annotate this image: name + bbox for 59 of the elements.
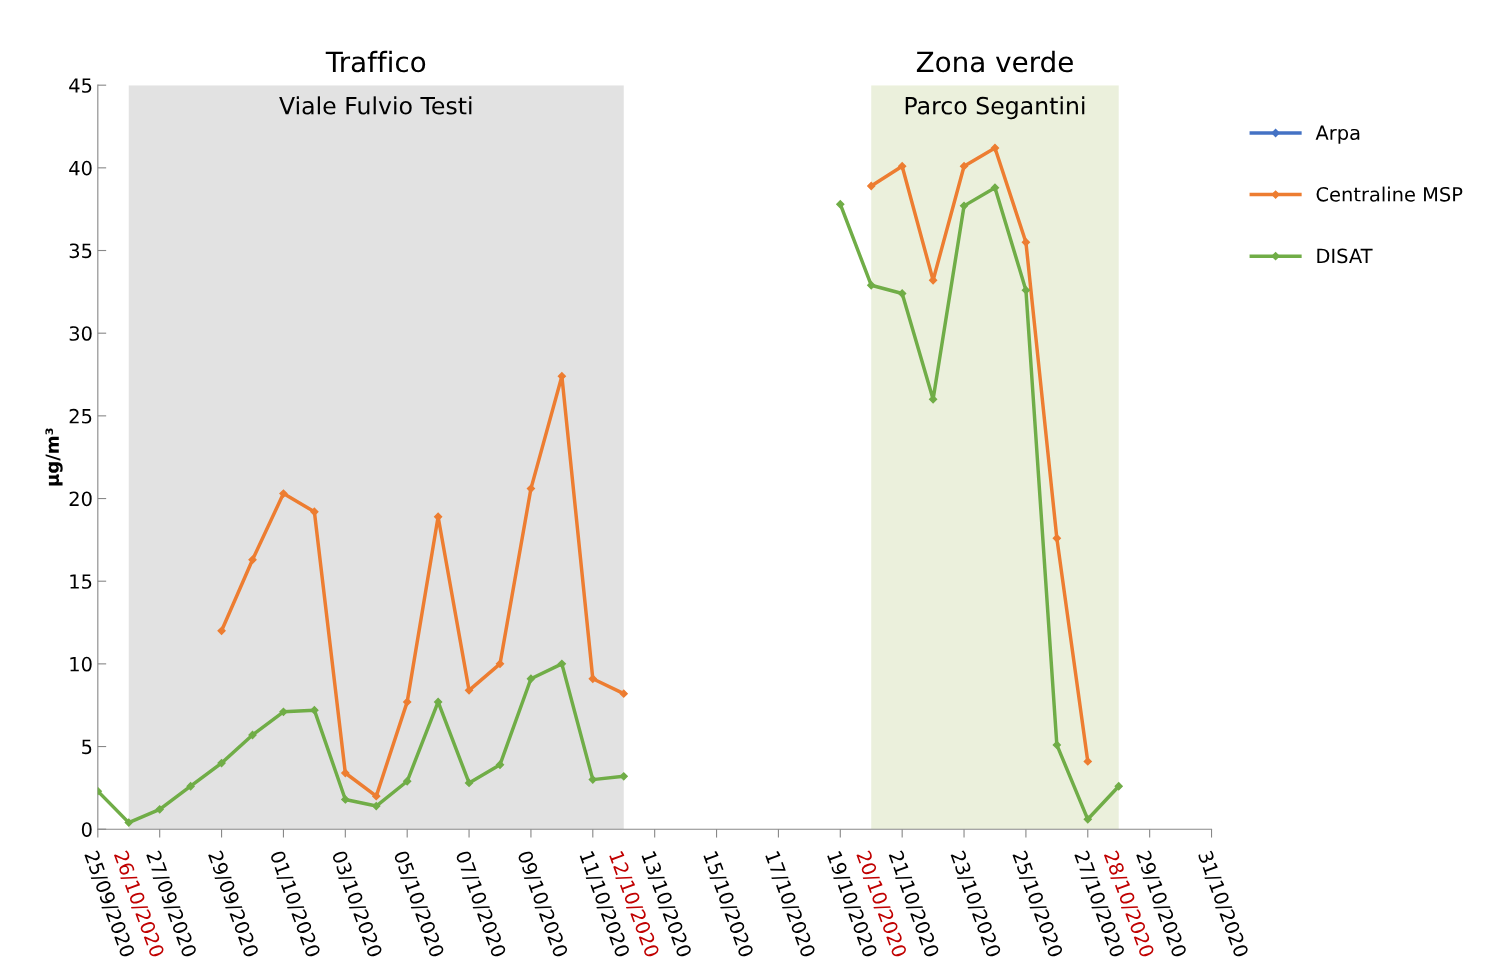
y-tick-label: 10 <box>70 656 92 672</box>
point <box>403 697 412 707</box>
point <box>1083 815 1092 824</box>
point <box>341 768 350 778</box>
legend-label: DISAT <box>1317 248 1373 264</box>
point <box>619 689 628 698</box>
y-tick-label: 30 <box>69 326 92 341</box>
point <box>279 707 288 716</box>
point <box>186 782 195 791</box>
point <box>310 706 319 715</box>
point <box>588 674 597 683</box>
point <box>990 143 1000 153</box>
band-label: Parco Segantini <box>905 96 1085 120</box>
y-tick-label: 15 <box>70 574 92 589</box>
legend-label: Centraline MSP <box>1316 186 1463 202</box>
point <box>217 626 226 635</box>
point <box>155 805 164 814</box>
point <box>1114 782 1123 791</box>
point <box>124 818 133 827</box>
y-axis-title: µg/m³ <box>45 428 63 486</box>
point <box>248 555 257 564</box>
point <box>526 674 536 683</box>
point <box>495 659 505 669</box>
y-tick-label: 35 <box>69 243 92 259</box>
y-tick-label: 0 <box>81 822 92 837</box>
point <box>217 758 226 768</box>
point <box>867 181 876 191</box>
point <box>990 183 1000 192</box>
point <box>310 507 319 516</box>
y-tick-label: 45 <box>69 78 92 93</box>
y-tick-label: 5 <box>82 739 92 755</box>
y-tick-label: 25 <box>69 408 92 424</box>
point <box>526 484 536 493</box>
point <box>1052 534 1061 543</box>
point <box>1021 238 1031 247</box>
point <box>433 512 443 521</box>
legend-label: Arpa <box>1315 125 1360 144</box>
point <box>495 760 505 769</box>
text: Traffico <box>325 50 426 73</box>
point <box>836 200 845 209</box>
point <box>372 792 381 801</box>
point <box>959 162 969 171</box>
y-tick-label: 40 <box>69 160 92 176</box>
y-tick-label: 20 <box>69 491 92 507</box>
point <box>1021 286 1031 295</box>
point <box>464 778 474 788</box>
point <box>279 489 288 498</box>
point <box>619 772 628 781</box>
point <box>341 795 350 804</box>
band-label: Viale Fulvio Testi <box>279 96 472 115</box>
point <box>372 801 381 811</box>
point <box>403 777 412 786</box>
point <box>1083 757 1092 766</box>
point <box>867 281 876 290</box>
text: Zona verde <box>916 50 1073 73</box>
point <box>898 289 907 298</box>
point <box>898 162 907 171</box>
point <box>588 775 597 784</box>
point <box>557 659 566 669</box>
